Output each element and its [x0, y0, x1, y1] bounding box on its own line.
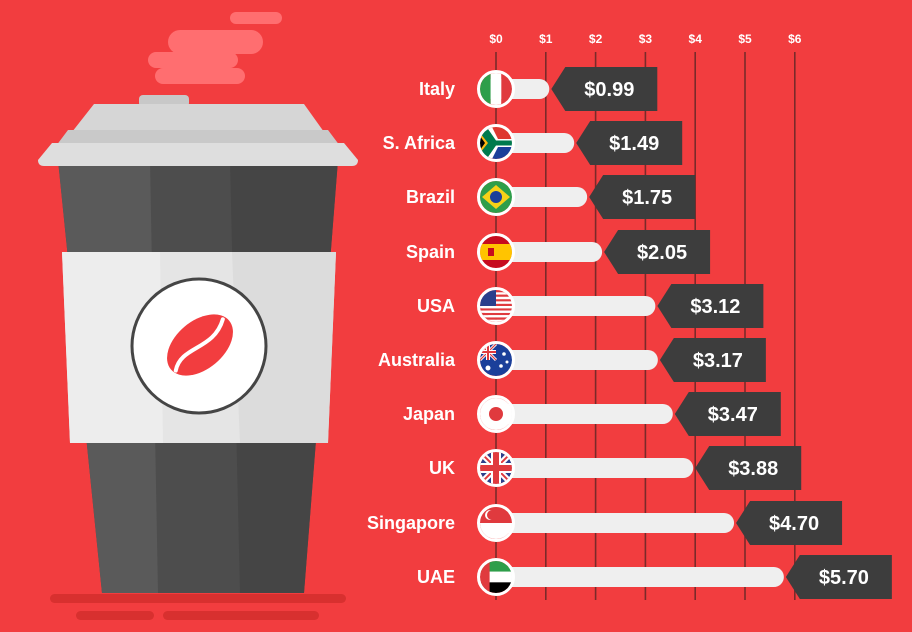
value-label: $2.05	[604, 230, 711, 274]
steam-icon	[148, 12, 282, 84]
value-label: $3.88	[695, 446, 802, 490]
country-label: UK	[429, 458, 455, 478]
italy-flag-icon	[477, 70, 515, 108]
bar-row: Brazil $1.75	[406, 175, 696, 219]
bar-row: S. Africa $1.49	[383, 121, 683, 165]
value-label: $3.47	[674, 392, 781, 436]
uae-flag-icon	[477, 558, 515, 596]
x-tick-label: $6	[788, 32, 802, 46]
bar-row: Italy $0.99	[419, 67, 658, 111]
value-label: $4.70	[736, 501, 843, 545]
x-tick-label: $2	[589, 32, 603, 46]
bar	[482, 296, 656, 316]
value-label: $0.99	[551, 67, 658, 111]
x-tick-label: $0	[489, 32, 503, 46]
australia-flag-icon	[477, 341, 515, 379]
country-label: Singapore	[367, 513, 455, 533]
value-label: $3.12	[657, 284, 764, 328]
country-label: USA	[417, 296, 455, 316]
bar	[482, 350, 658, 370]
country-label: Italy	[419, 79, 455, 99]
value-label: $1.49	[576, 121, 683, 165]
value-label: $1.75	[589, 175, 696, 219]
bar-row: Japan $3.47	[403, 392, 781, 436]
x-tick-label: $1	[539, 32, 553, 46]
country-label: S. Africa	[383, 133, 456, 153]
bar-row: Australia $3.17	[378, 338, 766, 382]
value-label: $3.17	[659, 338, 766, 382]
x-tick-label: $5	[738, 32, 752, 46]
bar-row: UAE $5.70	[417, 555, 892, 599]
bar	[482, 567, 784, 587]
value-text: $3.17	[693, 350, 743, 372]
bar	[482, 513, 735, 533]
coffee-cup-icon	[38, 12, 358, 620]
bar	[482, 404, 673, 424]
bar-row: Singapore $4.70	[367, 501, 843, 545]
bar	[482, 458, 694, 478]
value-text: $3.47	[708, 404, 758, 426]
brazil-flag-icon	[477, 178, 515, 216]
x-tick-label: $3	[639, 32, 653, 46]
uk-flag-icon	[477, 449, 515, 487]
spain-flag-icon	[477, 233, 515, 271]
value-text: $0.99	[584, 79, 634, 101]
value-label: $5.70	[785, 555, 892, 599]
value-text: $3.12	[690, 296, 740, 318]
country-label: Spain	[406, 242, 455, 262]
bar-row: USA $3.12	[417, 284, 764, 328]
bar-row: UK $3.88	[429, 446, 802, 490]
value-text: $4.70	[769, 513, 819, 535]
value-text: $5.70	[819, 567, 869, 589]
value-text: $1.49	[609, 133, 659, 155]
country-label: UAE	[417, 567, 455, 587]
value-text: $3.88	[728, 458, 778, 480]
value-text: $1.75	[622, 187, 672, 209]
usa-flag-icon	[477, 287, 515, 325]
south-africa-flag-icon	[477, 124, 515, 162]
country-label: Australia	[378, 350, 456, 370]
country-label: Japan	[403, 404, 455, 424]
value-text: $2.05	[637, 242, 687, 264]
japan-flag-icon	[477, 395, 515, 433]
country-label: Brazil	[406, 187, 455, 207]
singapore-flag-icon	[477, 504, 515, 542]
bar-row: Spain $2.05	[406, 230, 711, 274]
x-tick-label: $4	[689, 32, 703, 46]
